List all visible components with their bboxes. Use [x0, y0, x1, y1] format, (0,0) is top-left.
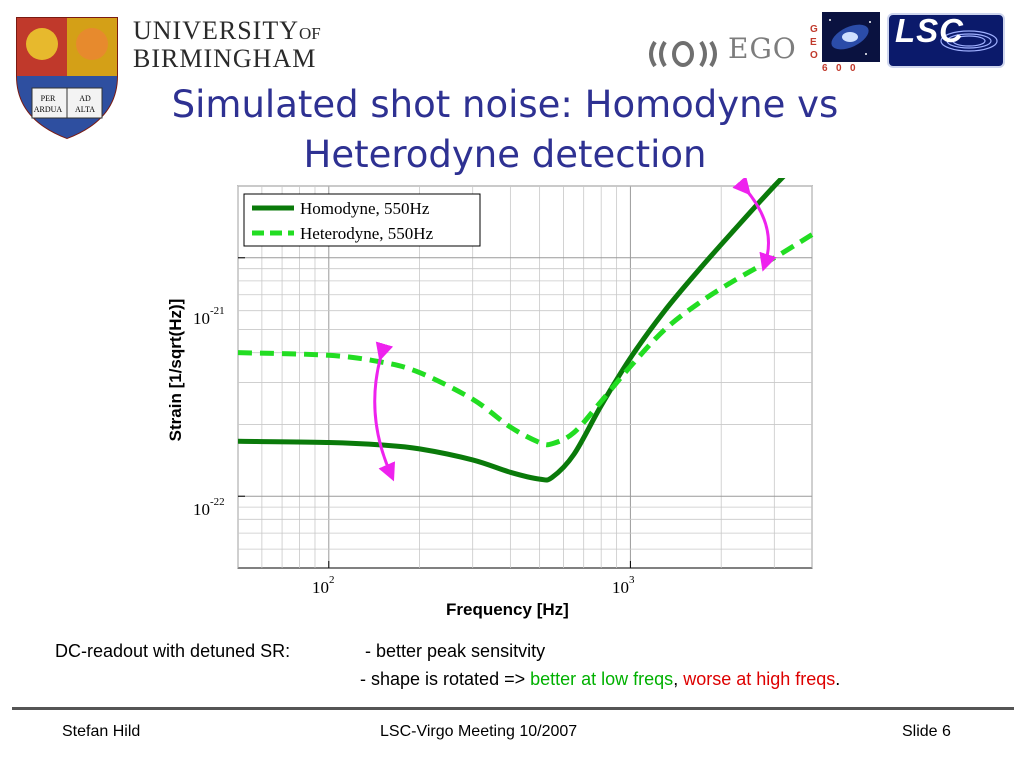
x-tick-label-100: 102: [312, 574, 335, 597]
university-name-line1: UNIVERSITYOF: [133, 16, 321, 45]
geo-digit-6: 6: [822, 63, 828, 74]
footer-divider: [12, 707, 1014, 710]
y-tick-label-1e-22: 10-22: [193, 496, 225, 519]
note-line2-green: better at low freqs: [530, 669, 674, 689]
y-tick-label-1e-21: 10-21: [193, 305, 225, 328]
crest-motto-1: PER: [41, 94, 56, 103]
strain-vs-frequency-chart: Homodyne, 550Hz Heterodyne, 550Hz: [237, 178, 814, 569]
note-line1-bullet: - better peak sensitvity: [365, 641, 546, 661]
geo600-galaxy-icon: [822, 12, 880, 62]
note-line2: - shape is rotated => better at low freq…: [360, 669, 840, 690]
double-arrow-annotation-1: [373, 341, 396, 482]
footer-meeting: LSC-Virgo Meeting 10/2007: [380, 723, 578, 740]
ego-waves-icon: [649, 40, 717, 68]
legend-label-heterodyne: Heterodyne, 550Hz: [300, 224, 434, 243]
geo-digit-0b: 0: [850, 63, 856, 74]
university-crest-logo: PER AD ARDUA ALTA: [16, 17, 118, 140]
double-arrow-annotation-2: [732, 178, 777, 272]
crest-motto-3: ARDUA: [34, 105, 63, 114]
footer-author: Stefan Hild: [62, 723, 141, 740]
university-name-line2: BIRMINGHAM: [133, 44, 317, 73]
legend: Homodyne, 550Hz Heterodyne, 550Hz: [243, 193, 481, 247]
note-line2-end: .: [835, 669, 841, 689]
geo-letter-g: G: [810, 24, 818, 35]
crest-motto-2: AD: [79, 94, 91, 103]
slide-title-line2: Heterodyne detection: [303, 133, 707, 176]
lsc-logo-text: LSC: [895, 12, 964, 49]
note-line1-prefix: DC-readout with detuned SR:: [55, 641, 291, 661]
footer-slide-number: Slide 6: [902, 723, 951, 740]
annotation-layer: [373, 178, 777, 482]
note-line2-red: worse at high freqs: [683, 669, 836, 689]
note-line2-sep: ,: [673, 669, 679, 689]
y-axis-title: Strain [1/sqrt(Hz)]: [166, 298, 185, 442]
legend-label-homodyne: Homodyne, 550Hz: [300, 199, 430, 218]
geo-letter-e: E: [810, 37, 817, 48]
x-axis-title: Frequency [Hz]: [446, 600, 569, 619]
crest-motto-4: ALTA: [75, 105, 95, 114]
geo-digit-0a: 0: [836, 63, 842, 74]
slide-title-line1: Simulated shot noise: Homodyne vs: [171, 83, 839, 126]
note-line2-prefix: - shape is rotated =>: [360, 669, 531, 689]
x-tick-label-1000: 103: [612, 574, 635, 597]
geo-letter-o: O: [810, 50, 818, 61]
lsc-swirl-icon: [940, 30, 998, 52]
legend-box: [243, 193, 481, 247]
ego-logo-text: EGO: [728, 32, 797, 65]
axis-ticks: [238, 257, 631, 568]
slide-title: Simulated shot noise: Homodyne vs Hetero…: [150, 80, 860, 180]
